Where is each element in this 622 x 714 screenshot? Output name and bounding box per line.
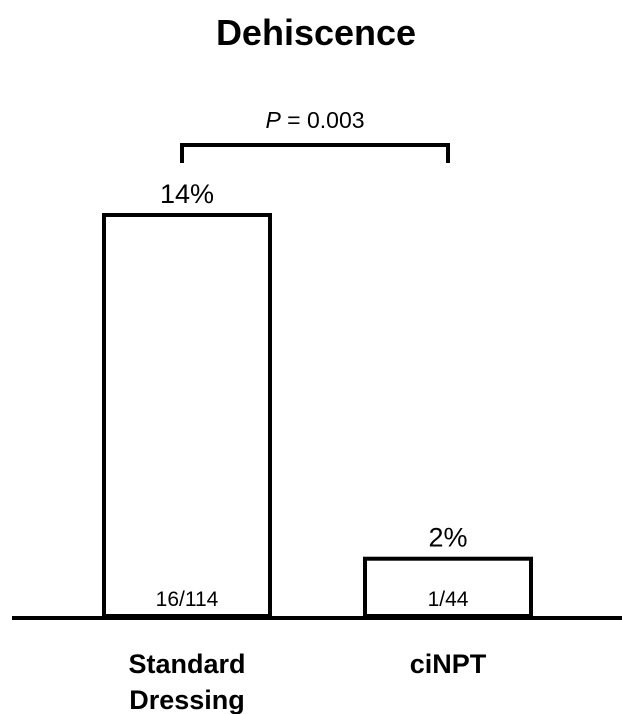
bar-count-label: 1/44 [428,588,469,611]
bar-count-label: 16/114 [156,588,219,611]
x-tick-label: Dressing [129,685,245,714]
bar-value-label: 14% [160,179,214,209]
x-tick-label: Standard [128,649,245,679]
x-tick-label: ciNPT [410,649,487,679]
p-value-label: P = 0.003 [265,107,364,133]
chart-title: Dehiscence [216,12,416,53]
p-value: = 0.003 [281,107,365,133]
significance-bracket [180,143,450,163]
bar [102,213,272,618]
bar-value-label: 2% [428,523,467,553]
p-symbol: P [265,107,281,133]
bars: 14% 16/114 Standard Dressing 2% 1/44 ciNPT [102,179,533,714]
significance-bracket-group: P = 0.003 [180,107,450,163]
